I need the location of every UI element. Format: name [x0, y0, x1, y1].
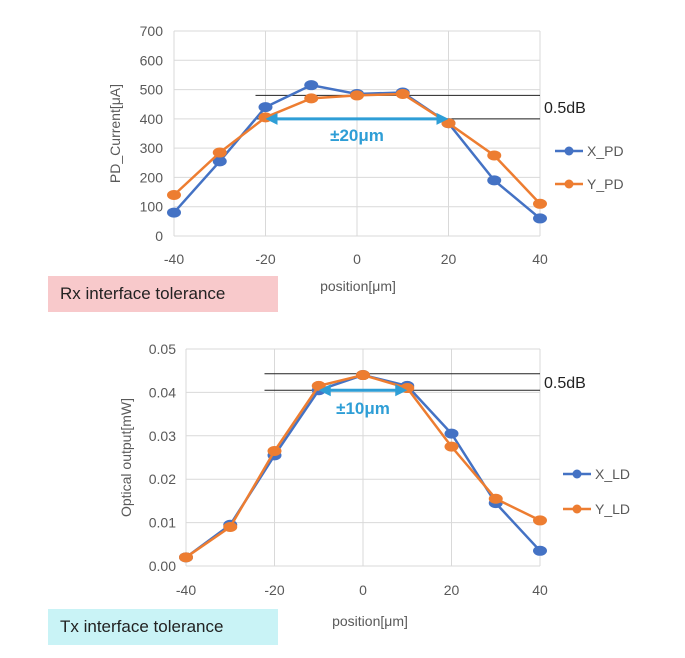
- rx-chart: 0 100 200 300 400 500 600 700 -40 -20 0 20 40 0.5dB X_…: [107, 23, 624, 294]
- legend-label: X_PD: [587, 143, 624, 159]
- x-tick-label: -40: [176, 582, 196, 598]
- y-tick-label: 200: [140, 169, 164, 185]
- data-point: [395, 88, 410, 99]
- x-tick-label: -20: [264, 582, 284, 598]
- data-point: [304, 93, 319, 104]
- tolerance-arrow-head-right: [395, 384, 408, 397]
- legend-swatch-marker: [564, 179, 574, 189]
- y-tick-label: 700: [140, 23, 164, 39]
- reference-label: 0.5dB: [544, 375, 586, 392]
- y-tick-label: 0.05: [149, 341, 176, 357]
- x-tick-label: 0: [359, 582, 367, 598]
- legend-swatch-marker: [564, 146, 574, 156]
- y-tick-label: 600: [140, 52, 164, 68]
- y-tick-label: 0.02: [149, 471, 176, 487]
- tolerance-arrow-head-left: [318, 384, 331, 397]
- y-tick-label: 0.03: [149, 428, 176, 444]
- tolerance-arrow-label: ±10μm: [336, 399, 390, 418]
- data-point: [444, 441, 459, 452]
- data-point: [533, 515, 547, 526]
- data-point: [179, 552, 193, 563]
- y-tick-label: 100: [140, 199, 164, 215]
- y-tick-label: 0.04: [149, 384, 176, 400]
- tolerance-arrow-label: ±20μm: [330, 126, 384, 145]
- x-tick-label: 20: [441, 251, 457, 267]
- x-tick-label: 20: [444, 582, 460, 598]
- legend-label: Y_PD: [587, 176, 624, 192]
- data-point: [311, 380, 326, 391]
- x-axis-label: position[μm]: [332, 613, 408, 629]
- y-tick-label: 0.00: [149, 558, 176, 574]
- x-tick-label: -20: [255, 251, 275, 267]
- x-tick-label: 40: [532, 582, 548, 598]
- legend-label: Y_LD: [595, 501, 630, 517]
- data-point: [167, 190, 181, 200]
- tx-caption: Tx interface tolerance: [48, 609, 278, 645]
- tx-chart: 0.00 0.01 0.02 0.03 0.04 0.05 -40 -20 0 20 40 0.5dB…: [118, 341, 630, 629]
- y-tick-label: 400: [140, 111, 164, 127]
- legend-label: X_LD: [595, 466, 630, 482]
- data-point: [487, 150, 502, 161]
- data-point: [212, 156, 227, 167]
- data-point: [441, 118, 456, 129]
- data-point: [267, 445, 282, 456]
- data-point: [223, 521, 238, 532]
- y-tick-label: 500: [140, 82, 164, 98]
- data-point: [488, 493, 503, 504]
- data-point: [350, 90, 364, 101]
- y-tick-label: 0: [155, 228, 163, 244]
- tolerance-arrow-head-right: [436, 112, 449, 125]
- data-point: [533, 198, 547, 209]
- x-tick-label: 40: [532, 251, 548, 267]
- data-point: [444, 428, 459, 439]
- y-axis-label: PD_Current[μA]: [107, 84, 123, 183]
- rx-caption: Rx interface tolerance: [48, 276, 278, 312]
- y-tick-label: 0.01: [149, 515, 176, 531]
- data-point: [258, 102, 273, 113]
- y-tick-label: 300: [140, 140, 164, 156]
- x-tick-label: 0: [353, 251, 361, 267]
- legend-swatch-marker: [572, 469, 582, 479]
- data-point: [212, 147, 227, 158]
- legend-swatch-marker: [572, 504, 582, 514]
- data-point: [533, 213, 547, 224]
- reference-label: 0.5dB: [544, 100, 586, 117]
- x-axis-label: position[μm]: [320, 278, 396, 294]
- tolerance-arrow-head-left: [265, 112, 278, 125]
- data-point: [304, 80, 319, 91]
- data-point: [533, 545, 547, 556]
- data-point: [356, 370, 370, 381]
- data-point: [167, 207, 181, 218]
- y-axis-label: Optical output[mW]: [118, 398, 134, 517]
- data-point: [487, 175, 502, 186]
- x-tick-label: -40: [164, 251, 184, 267]
